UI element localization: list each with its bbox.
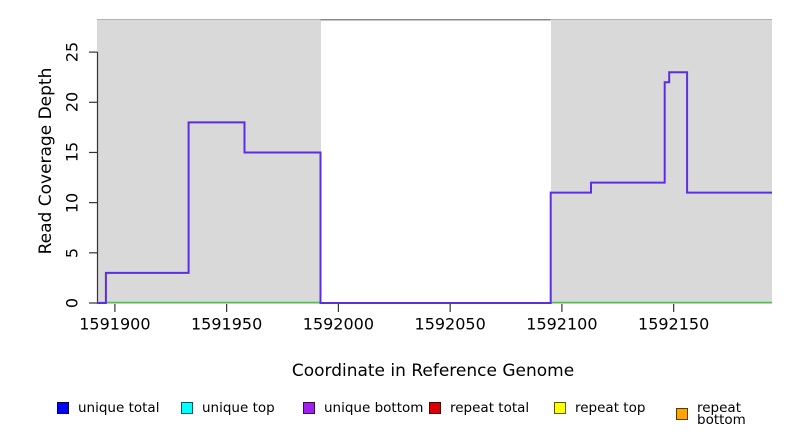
y-axis-title: Read Coverage Depth xyxy=(36,67,56,255)
y-tick-label: 15 xyxy=(62,142,82,163)
x-tick-label: 1592100 xyxy=(526,314,598,334)
y-tick-label: 0 xyxy=(62,297,82,309)
y-tick-label: 20 xyxy=(62,92,82,113)
x-tick-marks xyxy=(114,304,675,312)
y-tick-label: 5 xyxy=(62,247,82,258)
coverage-step-line xyxy=(97,71,772,304)
y-tick-label: 25 xyxy=(62,41,82,63)
x-tick-label: 1591950 xyxy=(190,314,263,334)
x-axis-title: Coordinate in Reference Genome xyxy=(291,361,575,381)
masked-region-left xyxy=(97,19,321,304)
y-tick-label: 10 xyxy=(62,192,82,213)
x-tick-label: 1592000 xyxy=(302,314,375,334)
x-tick-label: 1592150 xyxy=(638,314,710,334)
masked-region-right xyxy=(550,19,772,304)
x-tick-label: 1592050 xyxy=(414,314,486,334)
y-tick-marks xyxy=(89,51,98,304)
x-tick-label: 1591900 xyxy=(79,314,151,334)
